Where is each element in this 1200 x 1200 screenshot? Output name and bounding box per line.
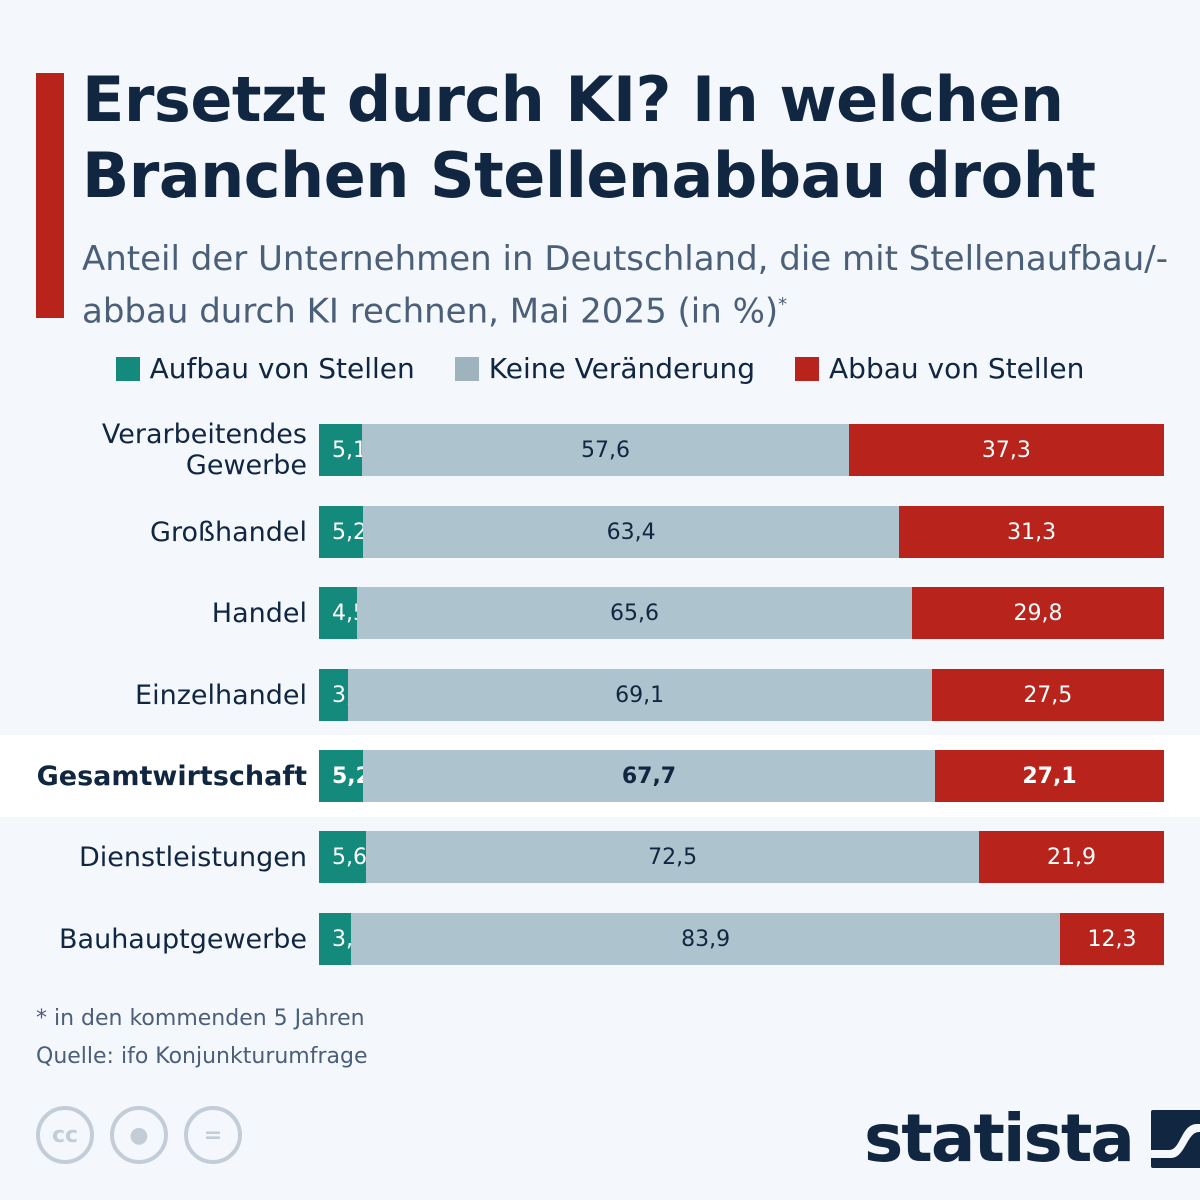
chart-title: Ersetzt durch KI? In welchen Branchen St… (82, 63, 1096, 212)
license-icons: cc ● = (36, 1106, 242, 1164)
legend-label: Aufbau von Stellen (149, 352, 415, 385)
legend-item-keine: Keine Veränderung (454, 352, 756, 385)
category-label: Gesamtwirtschaft (36, 760, 307, 792)
stacked-bar: 5,1 57,6 37,3 (319, 424, 1164, 476)
legend: Aufbau von Stellen Keine Veränderung Abbau… (0, 352, 1200, 385)
data-label-abbau: 21,9 (1046, 844, 1096, 870)
data-label-abbau: 12,3 (1087, 926, 1137, 952)
category-label: Verarbeitendes Gewerbe (101, 419, 307, 481)
stacked-bar: 4,5 65,6 29,8 (319, 587, 1164, 639)
data-label-abbau: 29,8 (1013, 600, 1063, 626)
bar-segment-abbau (848, 424, 1164, 476)
bar-segment-keine (357, 587, 912, 639)
legend-swatch (795, 356, 820, 381)
data-label-keine: 67,7 (621, 763, 677, 789)
bar-segment-abbau (978, 831, 1164, 883)
data-label-keine: 57,6 (580, 437, 630, 463)
bar-segment-abbau (911, 587, 1164, 639)
bar-row: Großhandel 5,2 63,4 31,3 (0, 506, 1200, 558)
bar-segment-abbau (1060, 913, 1164, 965)
legend-item-aufbau: Aufbau von Stellen (115, 352, 415, 385)
bar-row: Gesamtwirtschaft 5,2 67,7 27,1 (0, 750, 1200, 802)
category-label: Großhandel (150, 516, 307, 548)
bar-segment-keine (362, 750, 935, 802)
attribution-icon[interactable]: ● (110, 1106, 168, 1164)
legend-label: Abbau von Stellen (829, 352, 1085, 385)
subtitle-footnote-mark: * (778, 294, 788, 315)
data-label-abbau: 37,3 (981, 437, 1031, 463)
bar-segment-keine (351, 913, 1061, 965)
no-derivatives-icon[interactable]: = (184, 1106, 242, 1164)
bar-segment-abbau (931, 669, 1164, 721)
bar-row: Dienstleistungen 5,6 72,5 21,9 (0, 831, 1200, 883)
bar-row: Verarbeitendes Gewerbe 5,1 57,6 37,3 (0, 419, 1200, 481)
bar-segment-keine (362, 506, 900, 558)
source: Quelle: ifo Konjunkturumfrage (36, 1044, 368, 1069)
bar-row: Bauhauptgewerbe 3,8 83,9 12,3 (0, 913, 1200, 965)
footnote: * in den kommenden 5 Jahren (36, 1006, 365, 1031)
data-label-keine: 65,6 (610, 600, 659, 626)
category-label: Handel (211, 597, 307, 629)
bar-row: Einzelhandel3,469,127,5 (0, 669, 1200, 721)
stacked-bar: 3,469,127,5 (319, 669, 1164, 721)
category-label: Dienstleistungen (78, 841, 307, 873)
data-label-keine: 72,5 (648, 844, 698, 870)
accent-bar (36, 73, 64, 318)
bar-segment-abbau (935, 750, 1164, 802)
data-label-keine: 63,4 (606, 519, 656, 545)
data-label-abbau: 31,3 (1007, 519, 1057, 545)
legend-swatch (454, 356, 479, 381)
bar-segment-keine (347, 669, 932, 721)
data-label-abbau: 27,5 (1023, 682, 1073, 708)
logo-text: statista (864, 1100, 1135, 1177)
category-label: Einzelhandel (135, 679, 307, 711)
data-label-keine: 69,1 (615, 682, 665, 708)
bar-segment-abbau (899, 506, 1164, 558)
cc-icon[interactable]: cc (36, 1106, 94, 1164)
statista-logo-icon (1150, 1109, 1200, 1168)
statista-logo[interactable]: statista (864, 1100, 1200, 1177)
chart-subtitle: Anteil der Unternehmen in Deutschland, d… (82, 236, 1182, 334)
stacked-bar: 3,8 83,9 12,3 (319, 913, 1164, 965)
legend-item-abbau: Abbau von Stellen (795, 352, 1084, 385)
stacked-bar: 5,6 72,5 21,9 (319, 831, 1164, 883)
data-label-abbau: 27,1 (1022, 763, 1077, 789)
bar-segment-keine (362, 424, 849, 476)
stacked-bar: 5,2 63,4 31,3 (319, 506, 1164, 558)
bar-row: Handel 4,5 65,6 29,8 (0, 587, 1200, 639)
legend-label: Keine Veränderung (488, 352, 756, 385)
subtitle-text: Anteil der Unternehmen in Deutschland, d… (82, 239, 1168, 332)
bar-segment-keine (366, 831, 979, 883)
stacked-bar: 5,2 67,7 27,1 (319, 750, 1164, 802)
category-label: Bauhauptgewerbe (59, 923, 307, 955)
legend-swatch (115, 356, 140, 381)
notes: * in den kommenden 5 Jahren Quelle: ifo … (36, 1000, 368, 1076)
data-label-keine: 83,9 (681, 926, 731, 952)
